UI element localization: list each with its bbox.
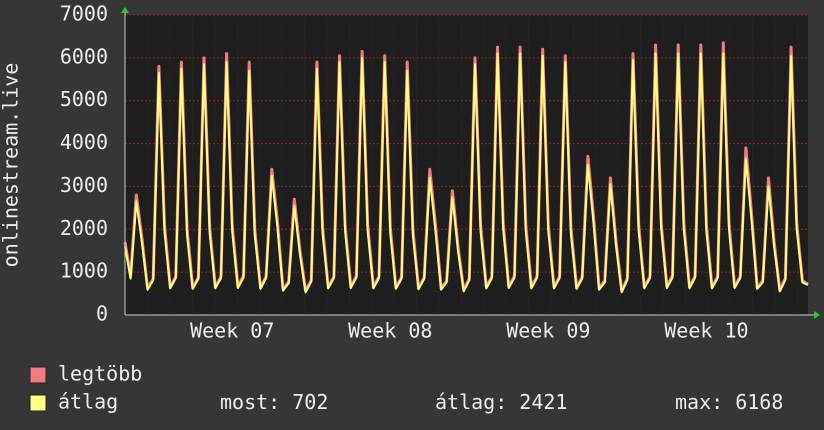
lines (123, 41, 809, 294)
legend: legtöbb átlag most: 702 átlag: 2421 max: 616… (29, 362, 783, 414)
stat-label: átlag: (435, 390, 507, 414)
series-line (124, 52, 809, 294)
x-tick-label: Week 07 (190, 319, 274, 343)
stat-value: 6168 (735, 390, 783, 414)
stat: most: 702 (220, 390, 328, 414)
legend-label: legtöbb (58, 362, 142, 386)
stat-value: 702 (292, 390, 328, 414)
y-tick-label: 6000 (60, 44, 108, 68)
y-tick-label: 7000 (60, 2, 108, 26)
stat-value: 2421 (519, 390, 567, 414)
y-arrow (121, 7, 129, 13)
x-tick-label: Week 08 (348, 319, 432, 343)
x-tick-label: Week 09 (506, 319, 590, 343)
stat: átlag: 2421 (435, 390, 567, 414)
stat-label: most: (220, 390, 280, 414)
y-axis-label: onlinestream.live (0, 63, 23, 268)
legend-swatch (29, 394, 47, 412)
x-arrow (814, 311, 820, 319)
x-tick-label: Week 10 (664, 319, 748, 343)
legend-label: átlag (58, 390, 118, 414)
y-tick-label: 5000 (60, 87, 108, 111)
stat: max: 6168 (675, 390, 783, 414)
y-tick-label: 4000 (60, 130, 108, 154)
legend-swatch (29, 366, 47, 384)
y-tick-label: 2000 (60, 216, 108, 240)
y-tick-label: 0 (96, 302, 108, 326)
y-tick-label: 3000 (60, 173, 108, 197)
y-tick-label: 1000 (60, 259, 108, 283)
stat-label: max: (675, 390, 723, 414)
